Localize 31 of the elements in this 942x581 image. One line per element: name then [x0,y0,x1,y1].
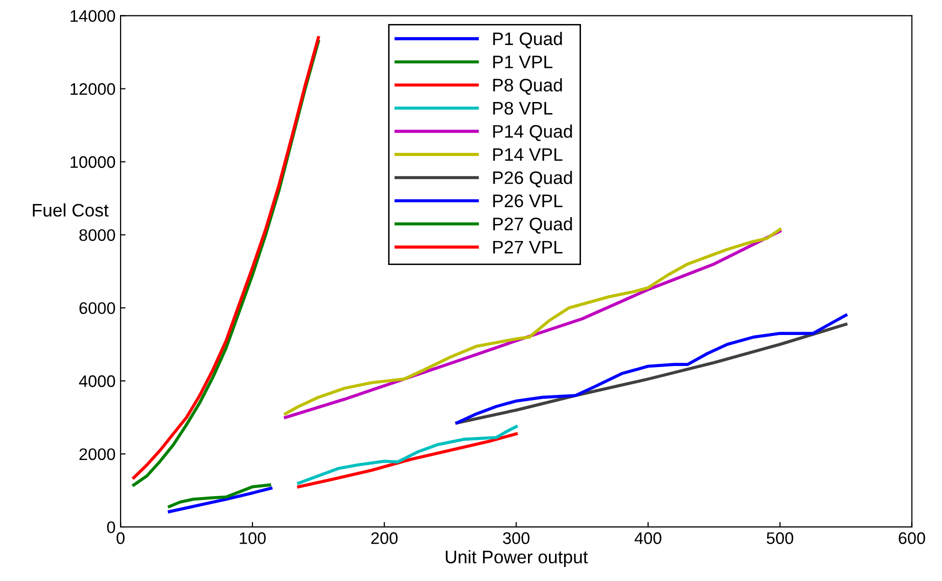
legend-label: P27 Quad [493,217,572,234]
y-tick-label: 0 [107,521,116,534]
legend-label: P14 Quad [493,124,572,142]
legend-label: P27 VPL [493,240,562,254]
y-tick-label: 4000 [79,375,116,388]
y-tick-label: 8000 [79,229,116,242]
x-tick-label: 200 [371,532,398,544]
line-series [297,432,518,488]
legend-label: P1 VPL [493,56,552,68]
y-axis-title: Fuel Cost [32,203,109,217]
x-tick-label: 100 [240,532,266,544]
x-axis-title: Unit Power output [446,550,588,567]
y-tick-label: 12000 [70,83,116,95]
x-tick-label: 300 [502,532,530,544]
y-tick-label: 6000 [79,302,116,314]
x-tick-label: 600 [898,532,926,544]
x-tick-label: 400 [634,532,662,544]
x-tick-label: 500 [766,532,794,544]
legend-label: P26 Quad [493,170,572,188]
legend-label: P26 VPL [493,194,562,208]
legend-label: P14 VPL [493,148,562,161]
legend-label: P8 Quad [493,78,562,95]
x-tick-label: 0 [116,532,125,544]
y-tick-label: 14000 [70,10,116,22]
y-tick-label: 10000 [70,156,116,168]
legend-label: P1 Quad [493,32,562,48]
line-series [168,486,272,514]
line-series [168,483,272,508]
y-tick-label: 2000 [79,448,116,460]
legend-label: P8 VPL [493,102,552,115]
line-series [297,425,518,485]
